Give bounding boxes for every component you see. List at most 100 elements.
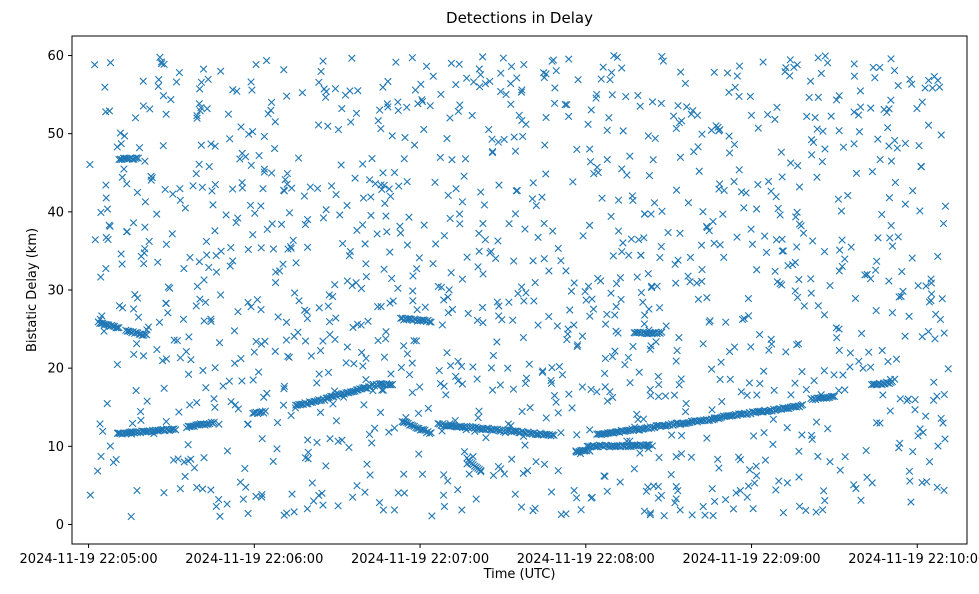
detection-point — [328, 183, 335, 190]
detection-point — [912, 396, 919, 403]
detection-point — [594, 164, 601, 171]
detection-point — [942, 203, 949, 210]
detection-point — [672, 280, 679, 287]
detection-point — [212, 181, 219, 188]
detection-point — [130, 219, 137, 226]
detection-point — [506, 220, 513, 227]
detection-point — [217, 513, 224, 520]
detection-point — [545, 313, 552, 320]
detection-point — [617, 479, 624, 486]
detection-point — [480, 220, 487, 227]
detection-point — [782, 349, 789, 356]
detection-point — [338, 162, 345, 169]
detection-point — [551, 392, 558, 399]
detection-point — [909, 255, 916, 262]
detection-point — [204, 105, 211, 112]
detection-point — [810, 139, 817, 146]
detection-point — [444, 478, 451, 485]
detection-point — [97, 421, 104, 428]
detection-point — [182, 205, 189, 212]
detection-point — [226, 135, 233, 142]
detection-point — [690, 148, 697, 155]
detection-point — [325, 369, 332, 376]
data-points — [87, 52, 952, 519]
detection-point — [142, 158, 149, 165]
detection-point — [628, 236, 635, 243]
detection-point — [928, 291, 935, 298]
detection-point — [704, 294, 711, 301]
detection-point — [824, 425, 831, 432]
detection-point — [129, 420, 136, 427]
detection-point — [452, 81, 459, 88]
y-tick-label: 0 — [56, 518, 64, 533]
detection-point — [320, 502, 327, 509]
detection-point — [821, 311, 828, 318]
detection-point — [522, 226, 529, 233]
detection-point — [685, 199, 692, 206]
detection-point — [383, 213, 390, 220]
detection-point — [932, 311, 939, 318]
detection-point — [853, 170, 860, 177]
detection-point — [693, 280, 700, 287]
detection-point — [140, 353, 147, 360]
detection-point — [138, 417, 145, 424]
detection-point — [203, 384, 210, 391]
detection-point — [511, 134, 518, 141]
detection-point — [875, 136, 882, 143]
detection-point — [289, 491, 296, 498]
detection-point — [569, 405, 576, 412]
detection-point — [309, 480, 316, 487]
detection-point — [242, 465, 249, 472]
detection-point — [734, 234, 741, 241]
detection-point — [177, 355, 184, 362]
detection-point — [437, 380, 444, 387]
detection-point — [773, 487, 780, 494]
detection-point — [185, 371, 192, 378]
detection-point — [827, 458, 834, 465]
detection-point — [317, 347, 324, 354]
detection-point — [423, 63, 430, 70]
detection-point — [383, 228, 390, 235]
detection-point — [461, 448, 468, 455]
detection-point — [283, 93, 290, 100]
detection-point — [653, 338, 660, 345]
detection-point — [382, 335, 389, 342]
detection-point — [814, 126, 821, 133]
detection-point — [231, 328, 238, 335]
detection-point — [748, 226, 755, 233]
detection-point — [419, 471, 426, 478]
detection-point — [923, 478, 930, 485]
detection-point — [764, 111, 771, 118]
detection-point — [646, 172, 653, 179]
detection-point — [936, 84, 943, 91]
detection-point — [807, 78, 814, 85]
detection-point — [696, 168, 703, 175]
detection-point — [657, 254, 664, 261]
detection-point — [922, 85, 929, 92]
detection-point — [395, 99, 402, 106]
detection-point — [315, 122, 322, 129]
detection-point — [719, 211, 726, 218]
detection-point — [755, 181, 762, 188]
detection-point — [886, 278, 893, 285]
detection-point — [766, 347, 773, 354]
detection-point — [239, 185, 246, 192]
x-tick-label: 2024-11-19 22:09:00 — [682, 552, 820, 567]
x-tick-label: 2024-11-19 22:05:00 — [20, 552, 158, 567]
detection-point — [941, 391, 948, 398]
x-tick-label: 2024-11-19 22:08:00 — [517, 552, 655, 567]
detection-point — [449, 306, 456, 313]
detection-point — [123, 181, 130, 188]
detection-point — [391, 507, 398, 514]
detection-point — [445, 294, 452, 301]
detection-point — [785, 262, 792, 269]
detection-point — [677, 507, 684, 514]
detection-point — [586, 146, 593, 153]
detection-point — [430, 73, 437, 80]
detection-point — [258, 306, 265, 313]
detection-point — [253, 493, 260, 500]
detection-point — [456, 211, 463, 218]
detection-point — [380, 507, 387, 514]
detection-point — [655, 495, 662, 502]
detection-point — [163, 111, 170, 118]
